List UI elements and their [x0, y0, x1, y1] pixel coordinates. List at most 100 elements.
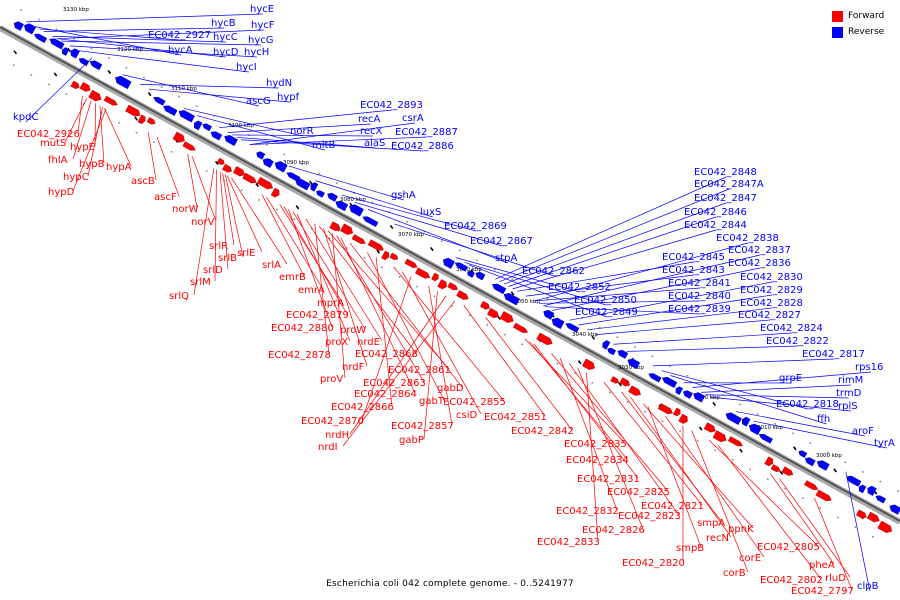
track-dot-reverse [634, 346, 636, 348]
forward-gene-arrow-shape [815, 489, 832, 502]
scale-dash-reverse [147, 92, 152, 97]
gene-leader-line [140, 84, 279, 89]
gene-leader-line [279, 204, 343, 303]
legend: Forward Reverse [832, 8, 892, 40]
reverse-gene-arrow-shape [607, 347, 617, 356]
gene-label: hycE [250, 4, 274, 15]
track-dot-reverse [511, 278, 513, 281]
gene-label: EC042_2837 [728, 245, 791, 256]
forward-gene-arrow [480, 300, 490, 310]
track-dot-forward [30, 74, 33, 76]
forward-gene-arrow-shape [512, 322, 528, 333]
gene-leader-line [323, 228, 368, 367]
gene-label: kpdC [13, 112, 38, 123]
gene-leader-line [288, 209, 333, 328]
track-dot-reverse [897, 490, 899, 492]
forward-gene-arrow-shape [764, 456, 773, 467]
scale-dash-reverse [833, 468, 837, 473]
forward-gene-arrow [415, 267, 431, 279]
scale-dash-reverse [430, 247, 434, 252]
gene-label: corE [739, 553, 761, 564]
scale-tick-label: 3050 kbp [514, 299, 540, 305]
gene-leader-line [197, 115, 325, 151]
forward-gene-arrow-shape [447, 282, 458, 291]
reverse-gene-arrow-shape [551, 317, 565, 330]
reverse-gene-arrow [758, 433, 773, 444]
gene-leader-line [753, 420, 887, 449]
reverse-gene-arrow-shape [70, 48, 80, 59]
reverse-gene-arrow-shape [875, 495, 887, 504]
gene-leader-line [708, 439, 819, 547]
gene-leader-line [34, 26, 181, 56]
reverse-gene-arrow [49, 38, 65, 50]
reverse-gene-arrow [503, 293, 520, 306]
gene-label: EC042_2927 [148, 30, 211, 41]
gene-label: EC042_2797 [791, 586, 854, 597]
gene-leader-line [147, 132, 157, 181]
scale-dash-forward [577, 360, 582, 365]
track-dot-forward [275, 208, 278, 211]
track-dot-forward [556, 362, 559, 365]
reverse-gene-arrow [683, 390, 693, 399]
gene-label: EC042_2847 [694, 193, 757, 204]
reverse-gene-arrow [725, 412, 742, 425]
gene-label: gshA [391, 190, 416, 201]
scale-tick-label: 3060 kbp [456, 267, 482, 273]
forward-gene-arrow [657, 403, 673, 415]
gene-leader-line [508, 216, 717, 287]
forward-gene-arrow-shape [172, 131, 185, 143]
track-dot-reverse [178, 95, 180, 98]
track-dot-reverse [336, 182, 338, 185]
gene-leader-line [533, 343, 639, 479]
gene-label: ascB [131, 176, 155, 187]
forward-gene-arrow [88, 89, 102, 102]
track-dot-reverse [879, 480, 882, 483]
forward-gene-arrow-shape [351, 234, 366, 244]
gene-leader-line [779, 478, 851, 578]
reverse-gene-arrow [602, 340, 611, 350]
gene-label: nrdH [325, 430, 349, 441]
reverse-gene-arrow-shape [725, 412, 742, 425]
reverse-gene-arrow-shape [349, 204, 364, 217]
forward-gene-arrow-shape [216, 157, 225, 165]
forward-gene-arrow-shape [536, 332, 553, 346]
forward-gene-arrow-shape [389, 252, 399, 261]
gene-label: srlA [262, 260, 281, 271]
reverse-gene-arrow-shape [683, 390, 693, 399]
reverse-gene-arrow [70, 48, 80, 59]
track-dot-forward [48, 83, 50, 86]
gene-label: csrA [402, 113, 424, 124]
gene-leader-line [534, 287, 701, 302]
track-dot-reverse [90, 47, 93, 50]
reverse-gene-arrow [662, 376, 678, 388]
forward-gene-arrow [487, 307, 499, 319]
gene-label: trmD [836, 388, 862, 399]
gene-label: hycI [236, 62, 257, 73]
gene-label: EC042_2817 [802, 349, 865, 360]
forward-gene-arrow-shape [610, 376, 620, 384]
gene-label: EC042_2832 [556, 506, 619, 517]
gene-label: mutS [40, 138, 66, 149]
gene-leader-line [231, 177, 288, 265]
forward-gene-arrow [581, 358, 595, 370]
gene-label: EC042_2864 [354, 389, 417, 400]
reverse-gene-arrow-shape [475, 271, 486, 281]
forward-gene-arrow [437, 279, 447, 290]
forward-gene-arrow [866, 511, 880, 523]
gene-leader-line [626, 345, 799, 352]
reverse-gene-arrow [274, 161, 288, 173]
gene-leader-line [336, 235, 425, 383]
gene-leader-line [292, 211, 366, 330]
gene-leader-line [52, 35, 226, 43]
gene-label: hypE [70, 142, 95, 153]
track-dot-forward [416, 285, 418, 288]
forward-gene-arrow [781, 466, 794, 476]
track-dot-reverse [686, 374, 689, 377]
track-dot-forward [503, 333, 506, 336]
gene-leader-line [72, 100, 92, 160]
track-dot-forward [346, 247, 348, 249]
gene-leader-line [226, 175, 263, 253]
gene-leader-line [191, 156, 217, 222]
gene-leader-line [670, 375, 827, 425]
